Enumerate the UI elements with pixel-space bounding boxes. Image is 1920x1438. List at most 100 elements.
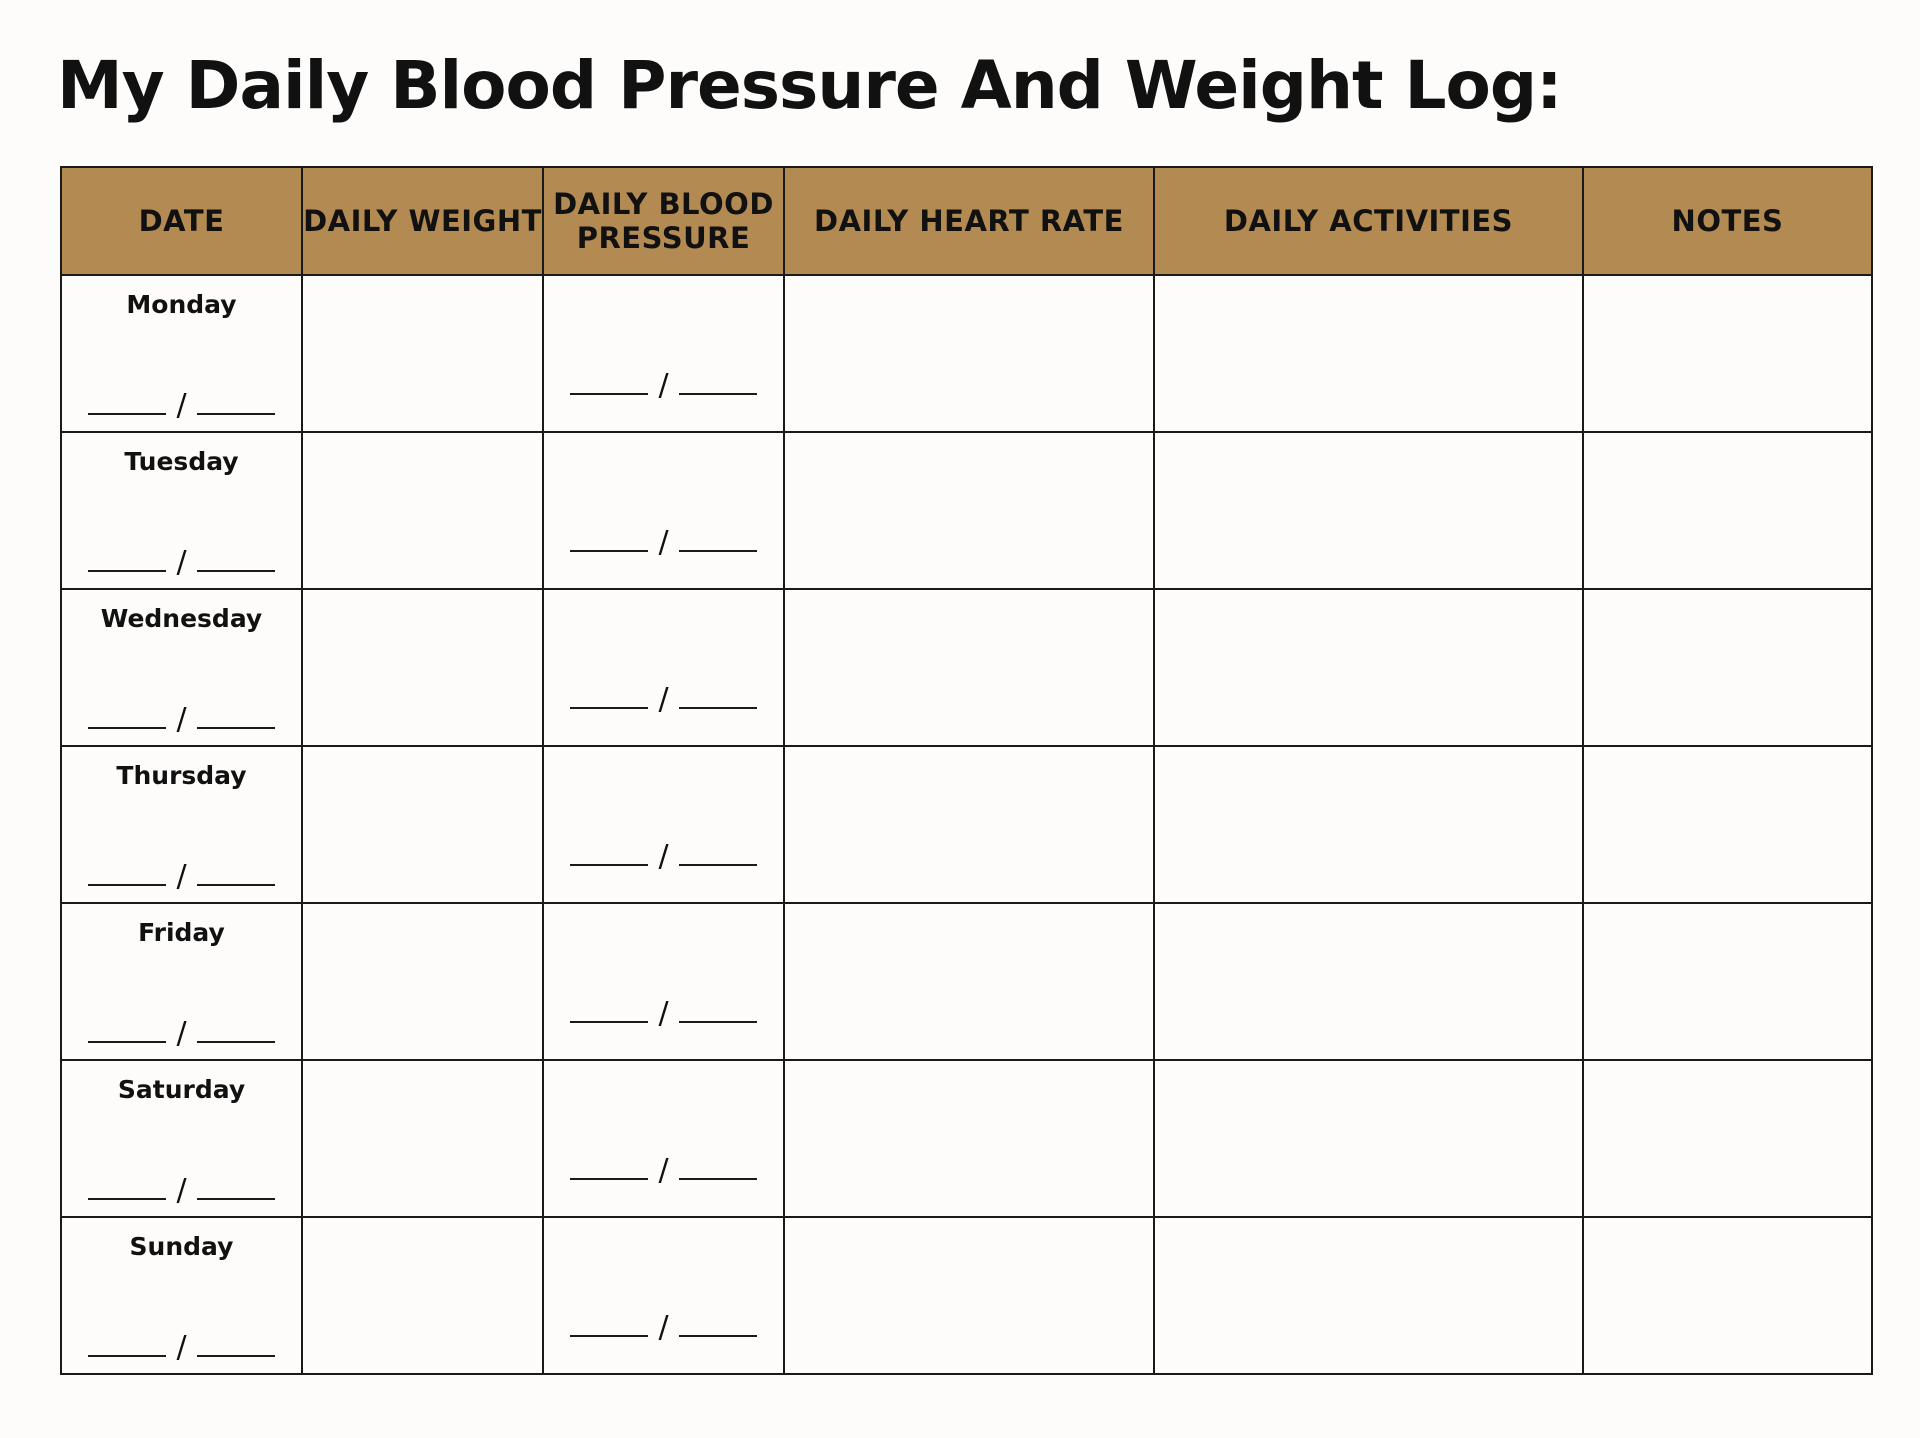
cell-notes[interactable] [1582,902,1873,1061]
date-blank-line[interactable] [88,882,167,886]
slash-separator: / [176,1330,187,1365]
cell-daily-weight[interactable] [301,274,544,433]
cell-daily-activities[interactable] [1153,274,1584,433]
cell-daily-blood-pressure[interactable]: / [542,902,785,1061]
cell-daily-activities[interactable] [1153,588,1584,747]
cell-notes[interactable] [1582,431,1873,590]
cell-daily-blood-pressure[interactable]: / [542,431,785,590]
blood-pressure-entry[interactable]: / [544,993,783,1029]
header-row: DATE DAILY WEIGHT DAILY BLOOD PRESSURE DAIL… [60,166,1873,276]
blood-pressure-entry[interactable]: / [544,679,783,715]
blood-pressure-entry[interactable]: / [544,1150,783,1186]
cell-notes[interactable] [1582,745,1873,904]
blood-pressure-entry[interactable]: / [544,1307,783,1343]
slash-separator: / [176,545,187,580]
slash-separator: / [658,1310,669,1345]
blood-pressure-blank-line[interactable] [570,1176,649,1180]
blood-pressure-blank-line[interactable] [570,862,649,866]
date-blank-line[interactable] [88,1196,167,1200]
cell-date: Saturday / [60,1059,303,1218]
log-table: DATE DAILY WEIGHT DAILY BLOOD PRESSURE DAIL… [60,166,1873,1375]
date-blank-line[interactable] [196,725,275,729]
cell-notes[interactable] [1582,1059,1873,1218]
cell-daily-heart-rate[interactable] [783,902,1155,1061]
date-blank-line[interactable] [88,411,167,415]
date-blank-line[interactable] [196,411,275,415]
day-label: Wednesday [100,604,263,633]
day-row: Saturday / / [60,1059,1873,1218]
cell-daily-weight[interactable] [301,1216,544,1375]
blood-pressure-blank-line[interactable] [570,705,649,709]
cell-date: Wednesday / [60,588,303,747]
date-entry[interactable]: / [62,385,301,421]
cell-daily-heart-rate[interactable] [783,588,1155,747]
date-entry[interactable]: / [62,1170,301,1206]
blood-pressure-blank-line[interactable] [678,1019,757,1023]
blood-pressure-blank-line[interactable] [678,1176,757,1180]
cell-daily-blood-pressure[interactable]: / [542,1216,785,1375]
date-blank-line[interactable] [196,1353,275,1357]
cell-daily-heart-rate[interactable] [783,745,1155,904]
date-entry[interactable]: / [62,699,301,735]
cell-date: Friday / [60,902,303,1061]
cell-daily-activities[interactable] [1153,1216,1584,1375]
cell-daily-weight[interactable] [301,431,544,590]
cell-daily-heart-rate[interactable] [783,1059,1155,1218]
log-body: Monday / / Tuesday / / Wednesday / / Thursday / / Fr… [60,274,1873,1375]
cell-daily-activities[interactable] [1153,902,1584,1061]
cell-notes[interactable] [1582,588,1873,747]
column-header-daily-activities: DAILY ACTIVITIES [1153,166,1584,276]
date-blank-line[interactable] [196,1196,275,1200]
blood-pressure-entry[interactable]: / [544,365,783,401]
cell-daily-blood-pressure[interactable]: / [542,745,785,904]
cell-daily-weight[interactable] [301,902,544,1061]
blood-pressure-blank-line[interactable] [678,862,757,866]
cell-daily-weight[interactable] [301,588,544,747]
cell-daily-activities[interactable] [1153,745,1584,904]
column-header-daily-blood-pressure: DAILY BLOOD PRESSURE [542,166,785,276]
blood-pressure-entry[interactable]: / [544,836,783,872]
cell-daily-heart-rate[interactable] [783,1216,1155,1375]
date-entry[interactable]: / [62,1013,301,1049]
cell-daily-activities[interactable] [1153,1059,1584,1218]
cell-daily-blood-pressure[interactable]: / [542,274,785,433]
blood-pressure-blank-line[interactable] [570,1333,649,1337]
cell-daily-weight[interactable] [301,1059,544,1218]
slash-separator: / [658,525,669,560]
slash-separator: / [176,1016,187,1051]
blood-pressure-blank-line[interactable] [678,391,757,395]
day-label: Tuesday [124,447,239,476]
blood-pressure-blank-line[interactable] [678,548,757,552]
blood-pressure-entry[interactable]: / [544,522,783,558]
cell-daily-blood-pressure[interactable]: / [542,588,785,747]
date-blank-line[interactable] [88,725,167,729]
cell-daily-weight[interactable] [301,745,544,904]
cell-daily-heart-rate[interactable] [783,274,1155,433]
blood-pressure-blank-line[interactable] [570,548,649,552]
date-blank-line[interactable] [88,1039,167,1043]
date-blank-line[interactable] [88,1353,167,1357]
cell-daily-activities[interactable] [1153,431,1584,590]
cell-daily-blood-pressure[interactable]: / [542,1059,785,1218]
cell-daily-heart-rate[interactable] [783,431,1155,590]
day-row: Sunday / / [60,1216,1873,1375]
cell-notes[interactable] [1582,274,1873,433]
day-row: Tuesday / / [60,431,1873,590]
blood-pressure-blank-line[interactable] [570,391,649,395]
cell-notes[interactable] [1582,1216,1873,1375]
blood-pressure-blank-line[interactable] [678,1333,757,1337]
column-header-daily-weight: DAILY WEIGHT [301,166,544,276]
date-entry[interactable]: / [62,1327,301,1363]
blood-pressure-blank-line[interactable] [570,1019,649,1023]
date-blank-line[interactable] [196,568,275,572]
date-entry[interactable]: / [62,542,301,578]
date-blank-line[interactable] [88,568,167,572]
cell-date: Sunday / [60,1216,303,1375]
date-blank-line[interactable] [196,1039,275,1043]
date-blank-line[interactable] [196,882,275,886]
slash-separator: / [176,388,187,423]
day-label: Sunday [129,1232,234,1261]
blood-pressure-blank-line[interactable] [678,705,757,709]
date-entry[interactable]: / [62,856,301,892]
day-label: Monday [126,290,237,319]
